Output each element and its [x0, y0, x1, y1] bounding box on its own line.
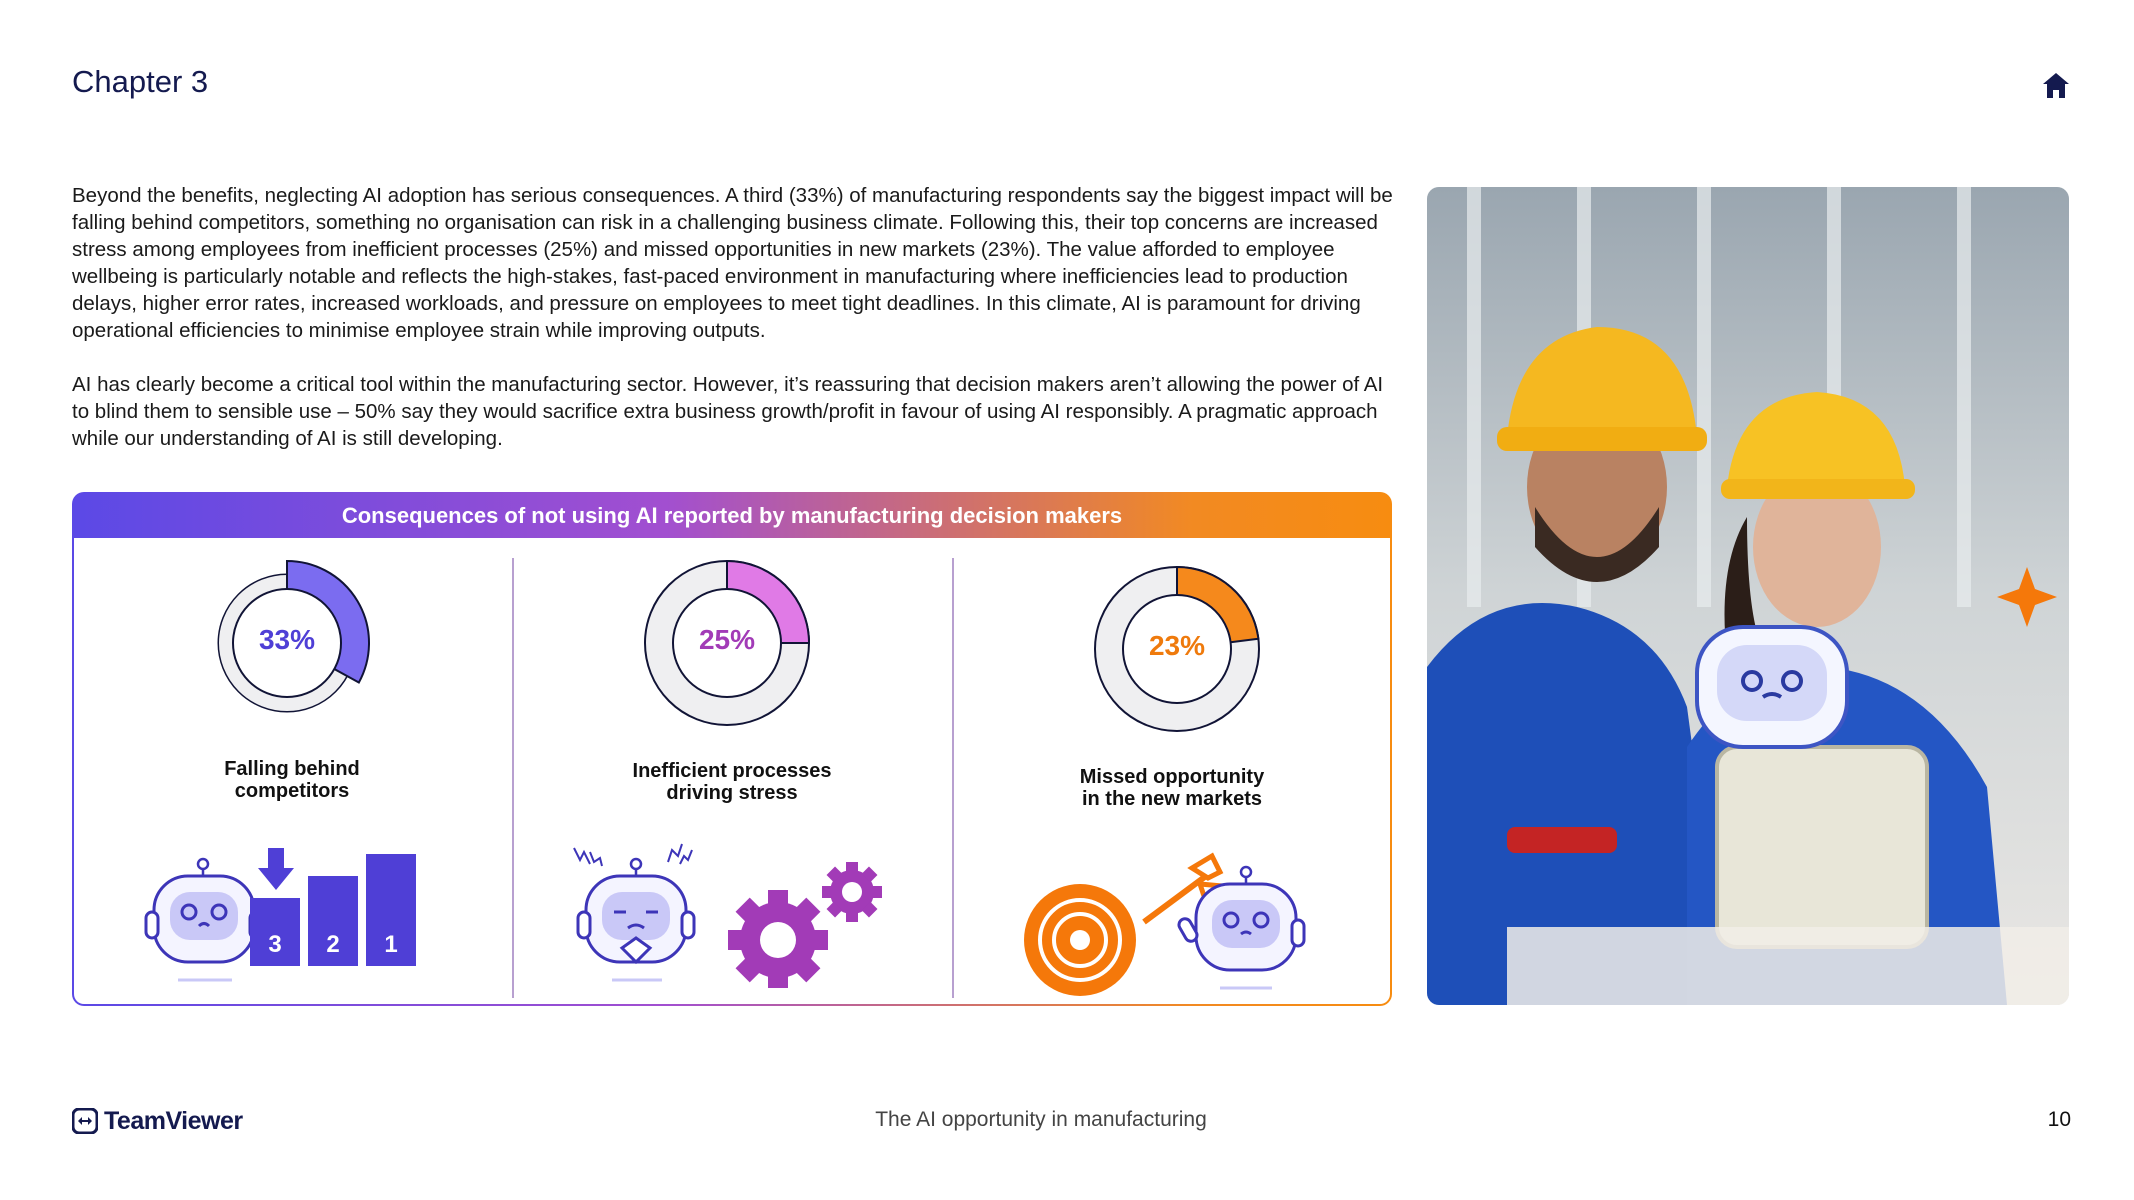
robot-podium-illustration: 3 2 1 [142, 848, 442, 993]
target-robot-illustration [1022, 848, 1342, 1003]
workers-with-robot-photo [1427, 187, 2069, 1005]
caption: Inefficient processes driving stress [632, 760, 832, 804]
donut-chart: 33% [202, 558, 372, 728]
donut-chart: 25% [642, 558, 812, 728]
caption: Missed opportunity in the new markets [1079, 766, 1265, 810]
home-icon[interactable] [2041, 70, 2071, 100]
paragraph-2: AI has clearly become a critical tool wi… [72, 373, 1384, 450]
paragraph-1: Beyond the benefits, neglecting AI adopt… [72, 184, 1393, 342]
brand-name: TeamViewer [104, 1106, 243, 1135]
stressed-robot-gears-illustration [572, 838, 892, 993]
consequence-card-competitors: 33% Falling behind competitors [72, 538, 512, 1004]
donut-value: 33% [258, 624, 316, 655]
body-text: Beyond the benefits, neglecting AI adopt… [72, 182, 1402, 479]
podium-label-3: 3 [268, 931, 281, 958]
donut-value: 25% [698, 624, 756, 655]
teamviewer-logo[interactable]: TeamViewer [72, 1106, 243, 1136]
podium-label-1: 1 [384, 931, 397, 958]
footer-title: The AI opportunity in manufacturing [875, 1108, 1207, 1131]
divider [952, 558, 954, 998]
infographic-title: Consequences of not using AI reported by… [341, 503, 1123, 528]
infographic-panel: Consequences of not using AI reported by… [72, 492, 1392, 1006]
divider [512, 558, 514, 998]
donut-value: 23% [1148, 630, 1206, 661]
donut-chart: 23% [1092, 564, 1262, 734]
caption: Falling behind competitors [224, 758, 360, 802]
consequence-card-stress: 25% Inefficient processes driving stress [512, 538, 952, 1004]
podium-label-2: 2 [326, 931, 339, 958]
page-number: 10 [2047, 1108, 2071, 1131]
consequence-card-markets: 23% Missed opportunity in the new market… [952, 538, 1392, 1004]
chapter-title: Chapter 3 [72, 64, 209, 99]
teamviewer-logo-icon [72, 1108, 98, 1134]
